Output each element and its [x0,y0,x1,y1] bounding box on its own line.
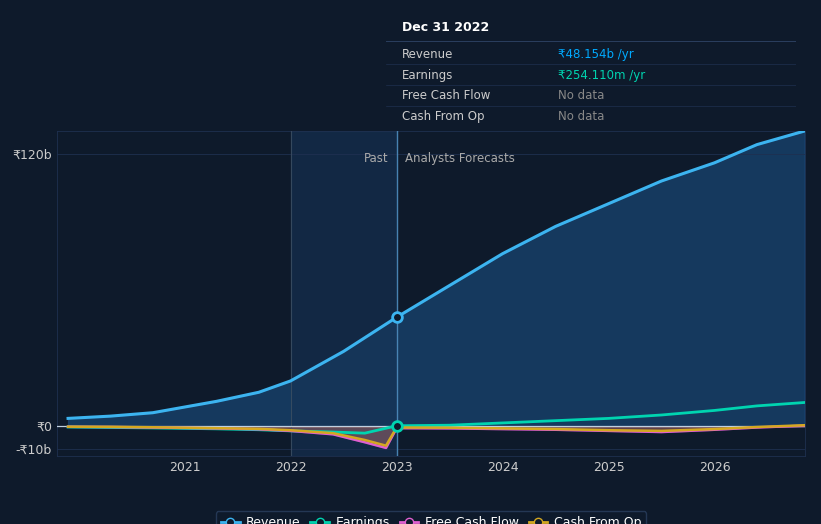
Bar [291,131,397,456]
Text: Free Cash Flow: Free Cash Flow [402,90,491,103]
Text: Cash From Op: Cash From Op [402,110,484,123]
Legend: Revenue, Earnings, Free Cash Flow, Cash From Op: Revenue, Earnings, Free Cash Flow, Cash … [216,511,646,524]
Text: No data: No data [558,110,604,123]
Text: Past: Past [364,151,388,165]
Text: ₹48.154b /yr: ₹48.154b /yr [558,48,634,61]
Text: Analysts Forecasts: Analysts Forecasts [405,151,515,165]
Text: Earnings: Earnings [402,69,454,82]
Text: ₹254.110m /yr: ₹254.110m /yr [558,69,645,82]
Text: Revenue: Revenue [402,48,454,61]
Text: Dec 31 2022: Dec 31 2022 [402,21,489,35]
Text: No data: No data [558,90,604,103]
